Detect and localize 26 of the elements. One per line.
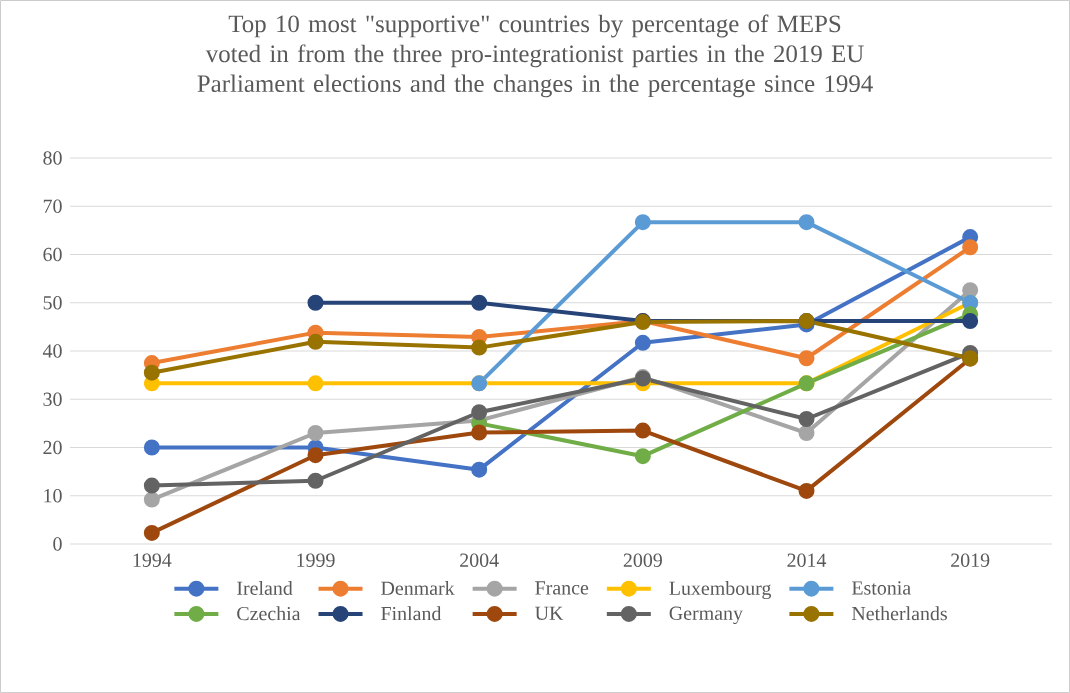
legend-label: Czechia bbox=[237, 606, 301, 621]
chart-title: Top 10 most "supportive" countries by percentage of MEPS voted in from the three pro-integrationist parties in the 2019 EU Parliament elections and the changes in the percentage since 1994 bbox=[197, 14, 873, 98]
y-tick-label: 0 bbox=[53, 537, 62, 551]
y-tick-label: 10 bbox=[44, 489, 62, 503]
legend-label: France bbox=[535, 581, 589, 595]
x-tick-label: 1999 bbox=[297, 553, 335, 567]
y-tick-label: 40 bbox=[42, 344, 62, 358]
x-tick-label: 2014 bbox=[787, 553, 827, 567]
legend-label: UK bbox=[535, 606, 564, 620]
legend-label: Germany bbox=[669, 606, 743, 625]
legend-label: Ireland bbox=[237, 580, 293, 595]
x-tick-label: 1994 bbox=[133, 553, 172, 567]
legend-label: Estonia bbox=[851, 581, 911, 595]
y-tick-label: 60 bbox=[43, 247, 62, 262]
x-tick-label: 2019 bbox=[951, 553, 990, 567]
y-tick-label: 20 bbox=[43, 440, 62, 455]
legend-label: Denmark bbox=[381, 580, 455, 595]
legend-label: Luxembourg bbox=[669, 580, 772, 600]
x-tick-label: 2004 bbox=[460, 553, 499, 567]
legend-label: Netherlands bbox=[851, 606, 947, 621]
legend-label: Finland bbox=[381, 606, 442, 621]
y-tick-label: 50 bbox=[43, 296, 62, 310]
y-tick-label: 80 bbox=[43, 151, 62, 165]
y-tick-label: 70 bbox=[43, 199, 62, 213]
y-tick-label: 30 bbox=[43, 392, 62, 406]
x-tick-label: 2009 bbox=[623, 553, 662, 567]
